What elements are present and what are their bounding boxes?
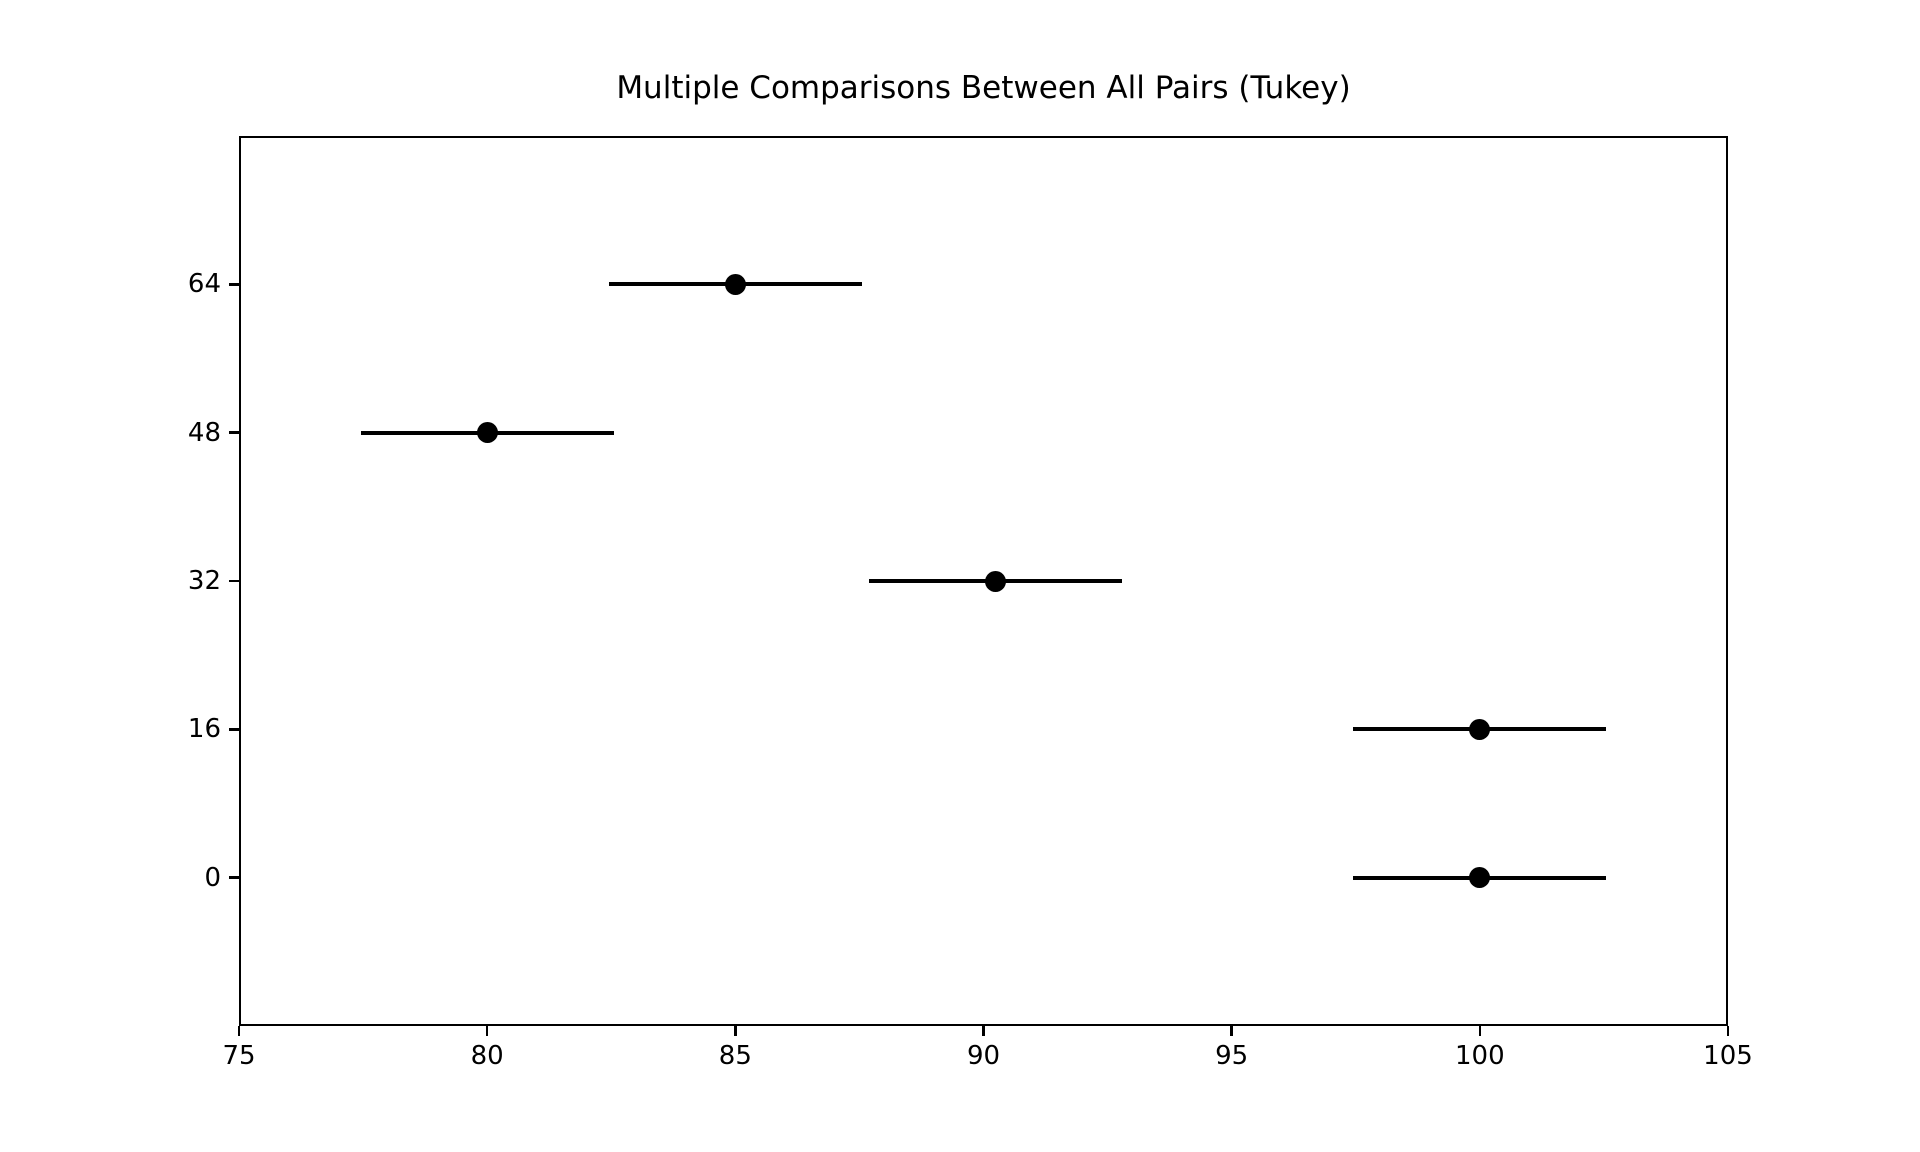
group-mean-marker <box>724 273 746 295</box>
y-tick <box>229 431 239 434</box>
x-tick-label: 105 <box>1703 1041 1753 1071</box>
x-tick-label: 95 <box>1215 1041 1249 1071</box>
x-tick-label: 90 <box>966 1041 1001 1071</box>
x-tick <box>734 1026 737 1036</box>
x-tick <box>237 1026 241 1036</box>
y-tick-label: 48 <box>187 417 221 448</box>
x-tick <box>1726 1026 1730 1036</box>
group-mean-marker <box>1469 718 1491 740</box>
y-tick-label: 64 <box>187 269 221 300</box>
group-mean-marker <box>476 422 498 444</box>
y-tick <box>229 579 239 583</box>
y-tick-label: 32 <box>187 566 221 596</box>
y-tick <box>229 728 239 731</box>
y-tick-label: 0 <box>204 862 221 893</box>
y-tick-label: 16 <box>187 714 221 745</box>
x-tick-label: 75 <box>222 1041 256 1071</box>
y-tick <box>229 876 239 879</box>
group-mean-marker <box>1469 867 1491 889</box>
x-tick-label: 100 <box>1455 1041 1505 1071</box>
chart-title: Multiple Comparisons Between All Pairs (… <box>616 70 1351 106</box>
x-tick <box>485 1026 489 1036</box>
y-tick <box>229 283 239 286</box>
x-tick-label: 85 <box>718 1041 752 1071</box>
x-tick <box>982 1026 985 1036</box>
x-tick-label: 80 <box>470 1041 504 1071</box>
group-mean-marker <box>985 570 1007 592</box>
x-tick <box>1478 1026 1482 1036</box>
x-tick <box>1230 1026 1233 1036</box>
